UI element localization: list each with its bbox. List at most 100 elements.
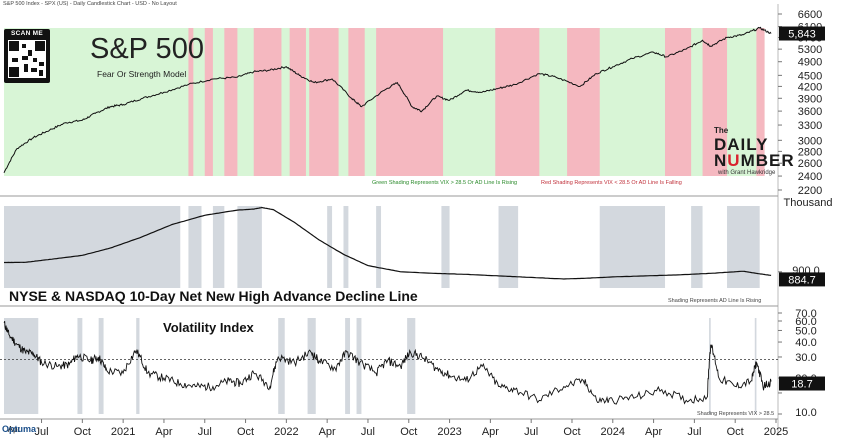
x-tick-label-14: 2024 — [601, 426, 625, 438]
ad-gray-shade-2 — [212, 206, 225, 288]
green-shade-7 — [727, 28, 757, 176]
sp500-ytick-label-3000: 3000 — [798, 135, 822, 147]
x-tick-label-12: Jul — [524, 426, 538, 438]
vix-gray-shade-5 — [307, 318, 316, 414]
x-tick-label-2: 2021 — [111, 426, 135, 438]
daily-number-logo: The DAILY NUMBER with Grant Hawkridge — [710, 126, 810, 184]
vix-gray-shade-8 — [407, 318, 416, 414]
qr-code-icon — [8, 40, 46, 78]
ad-gray-shade-3 — [237, 206, 262, 288]
x-tick-label-18: 2025 — [764, 426, 788, 438]
logo-daily: DAILY — [714, 135, 769, 154]
vix-gray-shade-0 — [4, 318, 39, 414]
ad-line — [4, 206, 772, 280]
red-shade-0 — [188, 28, 194, 176]
ad-line-title: NYSE & NASDAQ 10-Day Net New High Advanc… — [9, 288, 418, 304]
logo-number-post: MBER — [740, 151, 795, 170]
vix-gray-shade-3 — [136, 318, 140, 414]
ad-gray-shade-4 — [327, 206, 333, 288]
x-tick-label-11: Apr — [482, 426, 499, 438]
ad-unit-label: Thousand — [784, 197, 833, 209]
sp500-last-value-badge — [779, 26, 825, 41]
sp500-ytick-label-3600: 3600 — [798, 106, 822, 118]
red-shade-12 — [756, 28, 765, 176]
vix-gray-shade-1 — [77, 318, 83, 414]
ad-gray-shade-1 — [188, 206, 202, 288]
vix-last-value: 18.7 — [791, 379, 812, 391]
x-tick-label-5: Oct — [237, 426, 254, 438]
chart-header: S&P 500 Index - SPX (US) - Daily Candles… — [3, 1, 177, 7]
sp500-ytick-label-4500: 4500 — [798, 70, 822, 82]
red-shade-5 — [309, 28, 339, 176]
ad-gray-shade-11 — [727, 206, 760, 288]
sp500-line — [3, 26, 772, 174]
red-shade-9 — [567, 28, 600, 176]
vix-ytick-label-10: 10.0 — [795, 407, 816, 419]
vix-ytick-label-40: 40.0 — [795, 337, 816, 349]
x-tick-label-17: Oct — [727, 426, 744, 438]
green-shade-2 — [281, 28, 290, 176]
optuma-logo: Optuma — [2, 424, 37, 434]
logo-number-red: U — [727, 151, 741, 170]
ad-shading-note: Shading Represents AD Line Is Rising — [668, 298, 761, 304]
logo-number: NUMBER — [714, 151, 795, 171]
vix-ytick-label-70: 70.0 — [795, 308, 816, 320]
vix-gray-shade-9 — [709, 318, 711, 414]
x-tick-label-1: Oct — [74, 426, 91, 438]
x-tick-label-9: Oct — [400, 426, 417, 438]
red-shade-1 — [204, 28, 213, 176]
sp500-ytick-label-4900: 4900 — [798, 57, 822, 69]
sp500-ytick-label-2600: 2600 — [798, 158, 822, 170]
vix-gray-shade-4 — [278, 318, 285, 414]
sp500-ytick-label-2200: 2200 — [798, 185, 822, 197]
red-shade-6 — [348, 28, 365, 176]
vix-line — [3, 320, 772, 405]
red-shade-4 — [289, 28, 306, 176]
vix-gray-shade-2 — [98, 318, 104, 414]
x-tick-label-4: Jul — [198, 426, 212, 438]
red-shade-8 — [495, 28, 540, 176]
ad-last-value-badge — [779, 272, 825, 287]
x-tick-label-7: Apr — [319, 426, 336, 438]
red-shade-2 — [224, 28, 238, 176]
vix-title: Volatility Index — [163, 320, 254, 335]
sp500-subtitle: Fear Or Strength Model — [97, 69, 187, 79]
sp500-ytick-label-3900: 3900 — [798, 93, 822, 105]
vix-gray-shade-6 — [345, 318, 351, 414]
x-tick-label-3: Apr — [155, 426, 172, 438]
x-tick-label-8: Jul — [361, 426, 375, 438]
vix-ytick-label-60: 60.0 — [795, 316, 816, 328]
qr-label: SCAN ME — [10, 30, 44, 37]
x-tick-label-16: Jul — [687, 426, 701, 438]
green-shade-6 — [691, 28, 703, 176]
ad-last-value: 884.7 — [788, 274, 816, 286]
vix-shading-note: Shading Represents VIX > 28.5 — [697, 411, 774, 417]
vix-ytick-label-30: 30.0 — [795, 352, 816, 364]
green-shade-4 — [539, 28, 568, 176]
logo-number-pre: N — [714, 151, 728, 170]
red-shade-3 — [253, 28, 282, 176]
red-shade-10 — [665, 28, 692, 176]
ad-gray-shade-7 — [441, 206, 450, 288]
qr-code-box[interactable]: SCAN ME — [4, 29, 50, 83]
ad-gray-shade-10 — [691, 206, 703, 288]
x-tick-label-0: Jul — [35, 426, 49, 438]
ad-gray-shade-6 — [376, 206, 382, 288]
sp500-title: S&P 500 — [90, 33, 204, 65]
green-shade-5 — [599, 28, 666, 176]
sp500-green-note: Green Shading Represents VIX > 28.5 Or A… — [372, 180, 517, 186]
sp500-ytick-label-3300: 3300 — [798, 120, 822, 132]
logo-byline: with Grant Hawkridge — [718, 170, 776, 176]
ad-gray-shade-5 — [343, 206, 349, 288]
x-tick-label-13: Oct — [563, 426, 580, 438]
sp500-ytick-label-5300: 5300 — [798, 44, 822, 56]
vix-ytick-label-50: 50.0 — [795, 325, 816, 337]
ad-gray-shade-0 — [4, 206, 181, 288]
x-tick-label-10: 2023 — [437, 426, 461, 438]
green-shade-1 — [212, 28, 225, 176]
x-tick-label-first: Apr — [8, 425, 21, 434]
ad-gray-shade-9 — [599, 206, 666, 288]
red-shade-11 — [702, 28, 728, 176]
sp500-red-note: Red Shading Represents VIX < 28.5 Or AD … — [541, 180, 682, 186]
